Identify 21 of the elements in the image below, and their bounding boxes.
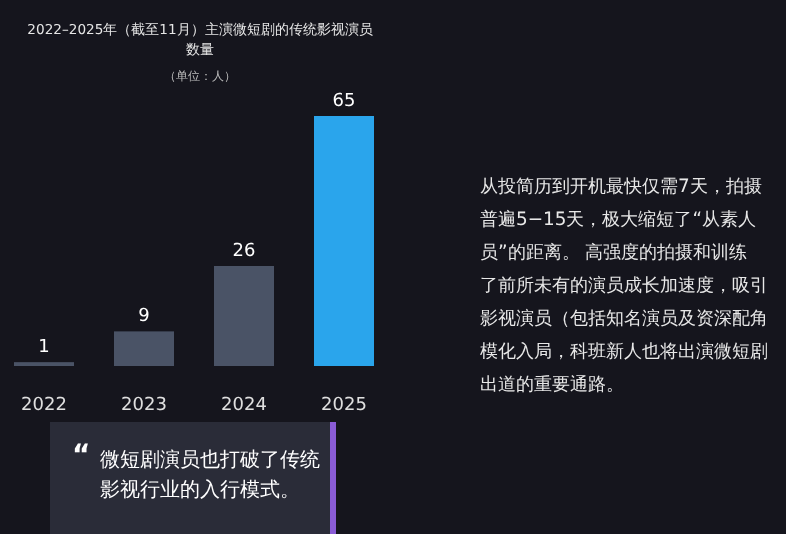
data-label: 1: [38, 338, 50, 359]
text: 出道的重要通路。: [480, 374, 624, 396]
bar: [214, 266, 274, 366]
text: 普遍5−15天，极大缩短了“从素人: [480, 209, 756, 231]
data-label: 65: [332, 92, 356, 112]
x-tick-label: 2022: [21, 396, 67, 416]
text: “: [72, 440, 91, 472]
bar: [314, 116, 374, 366]
text: 了前所未有的演员成长加速度，吸引: [480, 275, 768, 297]
text: 影视演员（包括知名演员及资深配角: [480, 308, 768, 330]
text: 从投简历到开机最快仅需7天，拍摄: [480, 176, 762, 198]
text: 模化入局，科班新人也将出演微短剧: [480, 341, 768, 363]
bar: [114, 331, 174, 366]
text: 员”的距离。 高强度的拍摄和训练: [480, 242, 748, 264]
text: 影视行业的入行模式。: [100, 478, 300, 502]
data-label: 9: [138, 307, 151, 328]
x-tick-label: 2023: [121, 396, 167, 416]
data-label: 26: [232, 242, 256, 262]
x-tick-label: 2024: [221, 396, 268, 416]
x-tick-label: 2025: [321, 396, 367, 416]
text: 微短剧演员也打破了传统: [100, 448, 320, 472]
